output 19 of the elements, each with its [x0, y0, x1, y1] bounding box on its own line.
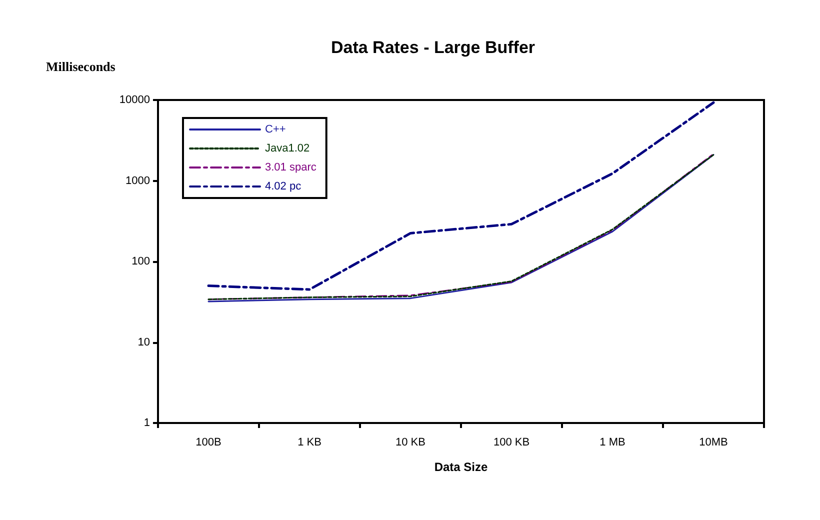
- text: Java1.02: [265, 142, 310, 154]
- x-axis-title: Data Size: [434, 460, 488, 474]
- y-tick-label: 10: [138, 336, 150, 348]
- x-tick-label: 100B: [196, 436, 222, 448]
- text: 3.01 sparc: [265, 162, 317, 174]
- x-tick-label: 1 MB: [600, 436, 626, 448]
- text: C++: [265, 124, 286, 136]
- text: 4.02 pc: [265, 180, 302, 192]
- line-series: [207, 101, 715, 291]
- y-tick-label: 100: [132, 256, 150, 268]
- x-tick-label: 100 KB: [493, 436, 530, 448]
- x-tick-label: 1 KB: [298, 436, 322, 448]
- chart-title: Data Rates - Large Buffer: [330, 38, 536, 57]
- y-axis-title: Milliseconds: [46, 59, 116, 74]
- x-tick-label: 10MB: [699, 436, 728, 448]
- y-tick-label: 1: [144, 417, 150, 429]
- x-tick-label: 10 KB: [396, 436, 426, 448]
- y-tick-label: 1000: [126, 174, 150, 187]
- y-tick-label: 10000: [119, 94, 150, 106]
